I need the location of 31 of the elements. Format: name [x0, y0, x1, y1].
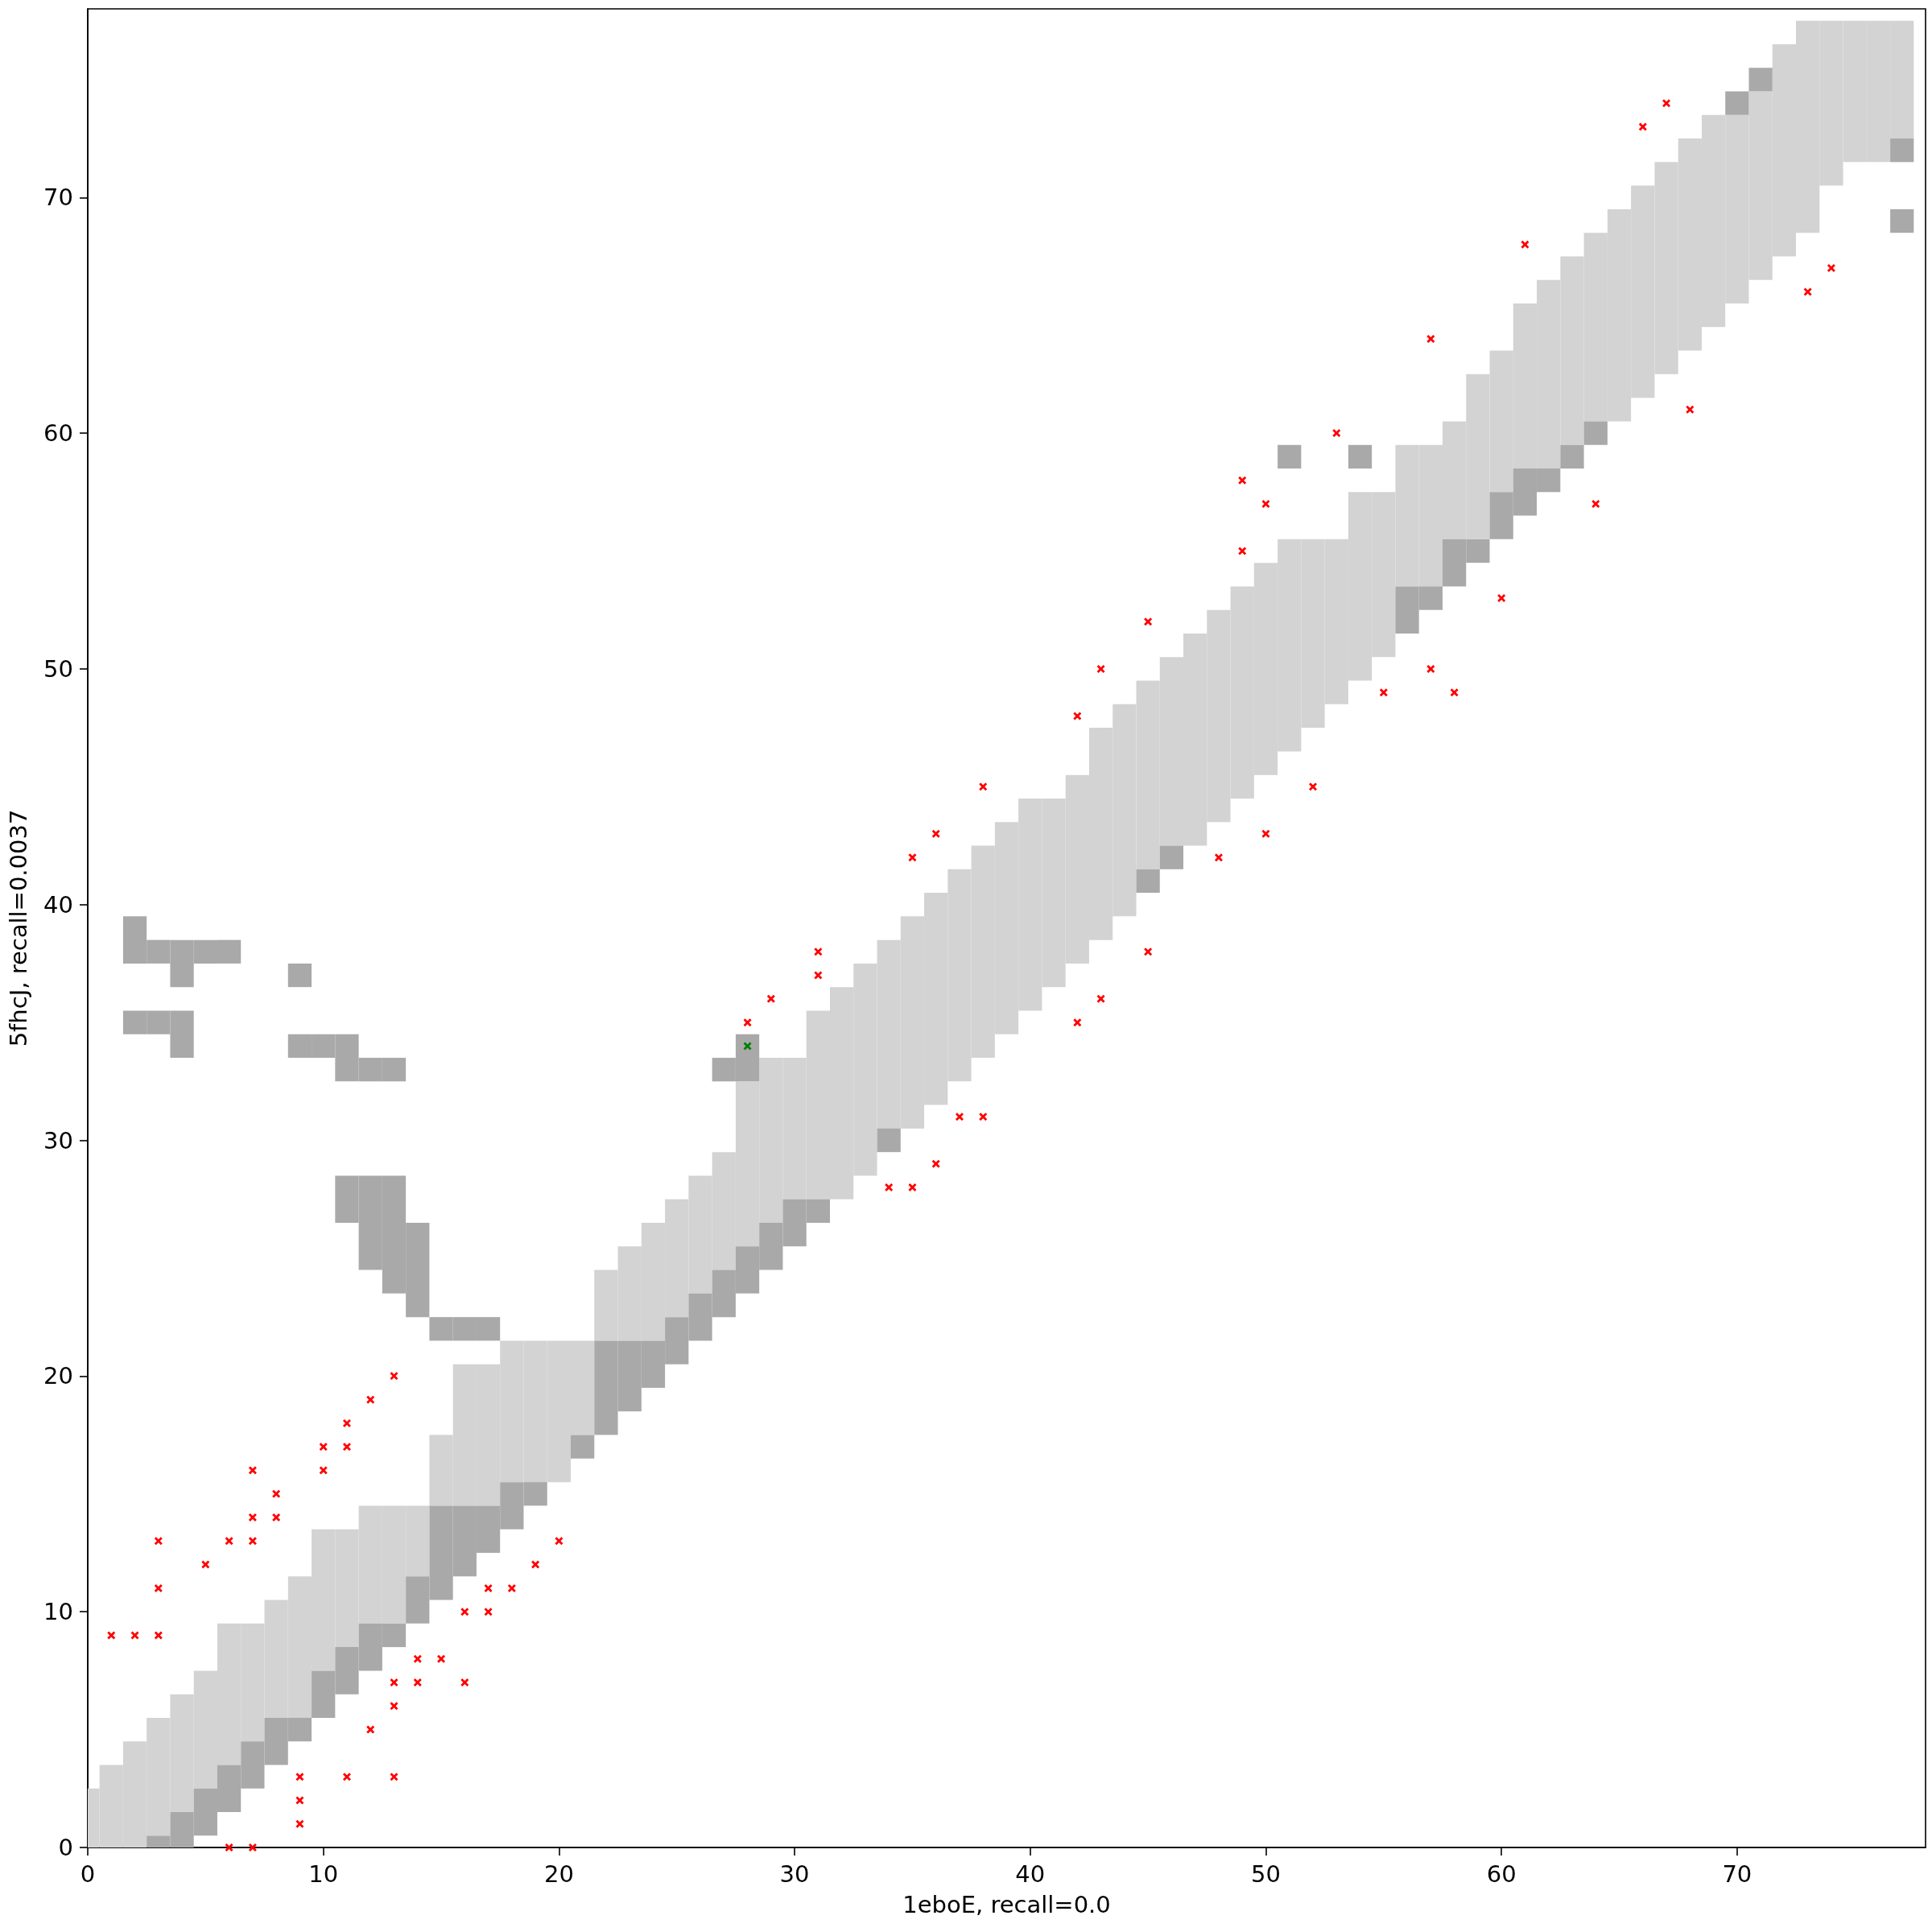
x-tick-label: 40	[1015, 1860, 1046, 1888]
bar	[1348, 444, 1373, 469]
y-tick-label: 60	[43, 419, 73, 448]
bar	[1136, 869, 1160, 894]
y-tick-label: 50	[43, 654, 73, 683]
bar	[1890, 138, 1914, 163]
x-tick-label: 30	[779, 1860, 810, 1888]
x-tick-label: 50	[1251, 1860, 1281, 1888]
bar	[1748, 68, 1773, 92]
y-tick-label: 70	[43, 184, 73, 212]
y-tick-label: 0	[58, 1834, 73, 1861]
x-tick-label: 20	[543, 1860, 574, 1888]
x-tick-label: 70	[1722, 1860, 1752, 1888]
bar	[287, 963, 312, 988]
x-tick-label: 10	[308, 1860, 339, 1888]
x-axis-title: 1eboE, recall=0.0	[902, 1890, 1111, 1918]
x-tick-label: 60	[1486, 1860, 1517, 1888]
bar	[571, 1435, 595, 1459]
bar	[1159, 845, 1184, 869]
bar	[1278, 444, 1302, 469]
x-tick-label: 0	[80, 1860, 96, 1888]
y-tick-label: 30	[43, 1126, 73, 1154]
bar	[1583, 421, 1608, 445]
bar	[1890, 208, 1914, 233]
y-axis-title: 5fhcJ, recall=0.0037	[4, 809, 32, 1047]
bar	[1560, 444, 1584, 469]
y-tick-label: 20	[43, 1362, 73, 1390]
bar	[877, 1128, 901, 1153]
y-tick-label: 10	[43, 1598, 73, 1626]
bar	[1725, 91, 1749, 115]
y-tick-label: 40	[43, 890, 73, 919]
